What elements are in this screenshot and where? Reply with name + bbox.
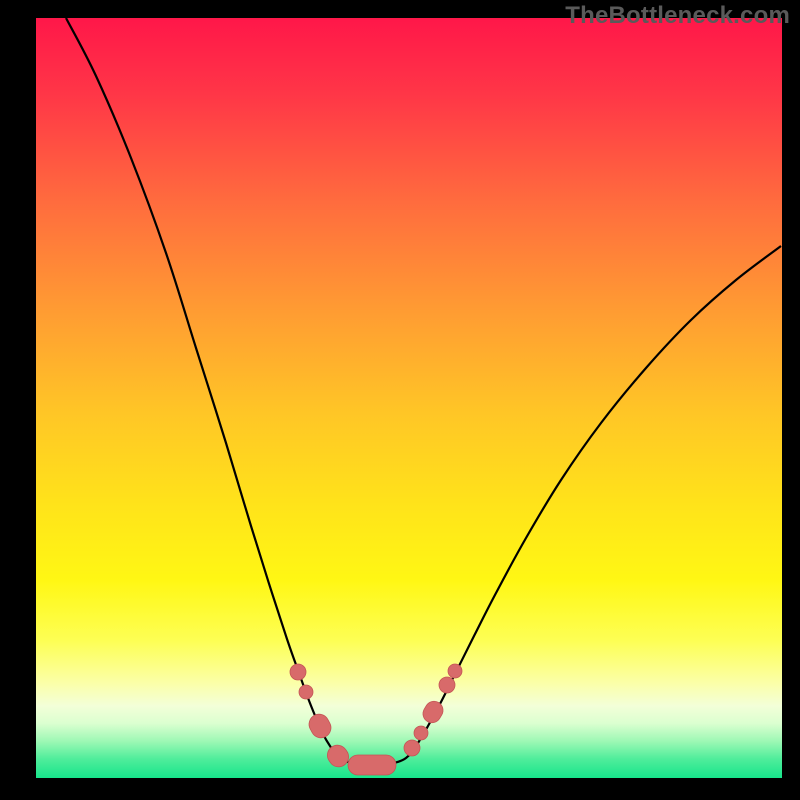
data-point-marker xyxy=(404,740,420,756)
data-point-marker xyxy=(306,711,335,742)
data-point-marker xyxy=(448,664,462,678)
bottleneck-curve xyxy=(66,18,781,765)
data-point-marker xyxy=(439,677,455,693)
data-point-marker xyxy=(299,685,313,699)
plot-area xyxy=(36,18,782,778)
data-point-marker xyxy=(348,755,396,775)
curve-layer xyxy=(36,18,782,778)
watermark-text: TheBottleneck.com xyxy=(565,2,790,30)
data-point-marker xyxy=(290,664,306,680)
data-point-marker xyxy=(414,726,428,740)
data-point-marker xyxy=(420,698,447,726)
canvas-root: TheBottleneck.com xyxy=(0,0,800,800)
